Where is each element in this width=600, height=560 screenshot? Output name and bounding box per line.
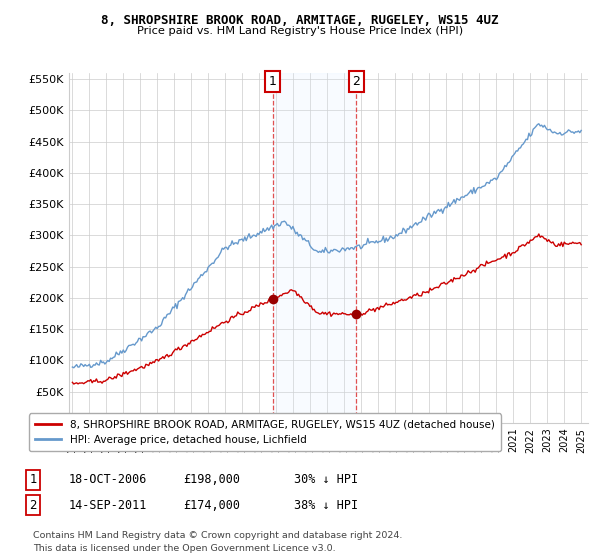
Bar xyxy=(272,73,356,423)
Text: 38% ↓ HPI: 38% ↓ HPI xyxy=(294,498,358,512)
Text: 18-OCT-2006: 18-OCT-2006 xyxy=(69,473,148,487)
Text: 8, SHROPSHIRE BROOK ROAD, ARMITAGE, RUGELEY, WS15 4UZ: 8, SHROPSHIRE BROOK ROAD, ARMITAGE, RUGE… xyxy=(101,14,499,27)
Legend: 8, SHROPSHIRE BROOK ROAD, ARMITAGE, RUGELEY, WS15 4UZ (detached house), HPI: Ave: 8, SHROPSHIRE BROOK ROAD, ARMITAGE, RUGE… xyxy=(29,413,501,451)
Text: 2: 2 xyxy=(353,75,361,88)
Text: 14-SEP-2011: 14-SEP-2011 xyxy=(69,498,148,512)
Text: 2: 2 xyxy=(29,498,37,512)
Text: 1: 1 xyxy=(269,75,277,88)
Text: £198,000: £198,000 xyxy=(183,473,240,487)
Text: Price paid vs. HM Land Registry's House Price Index (HPI): Price paid vs. HM Land Registry's House … xyxy=(137,26,463,36)
Text: 1: 1 xyxy=(29,473,37,487)
Text: Contains HM Land Registry data © Crown copyright and database right 2024.
This d: Contains HM Land Registry data © Crown c… xyxy=(33,531,403,553)
Text: 30% ↓ HPI: 30% ↓ HPI xyxy=(294,473,358,487)
Text: £174,000: £174,000 xyxy=(183,498,240,512)
